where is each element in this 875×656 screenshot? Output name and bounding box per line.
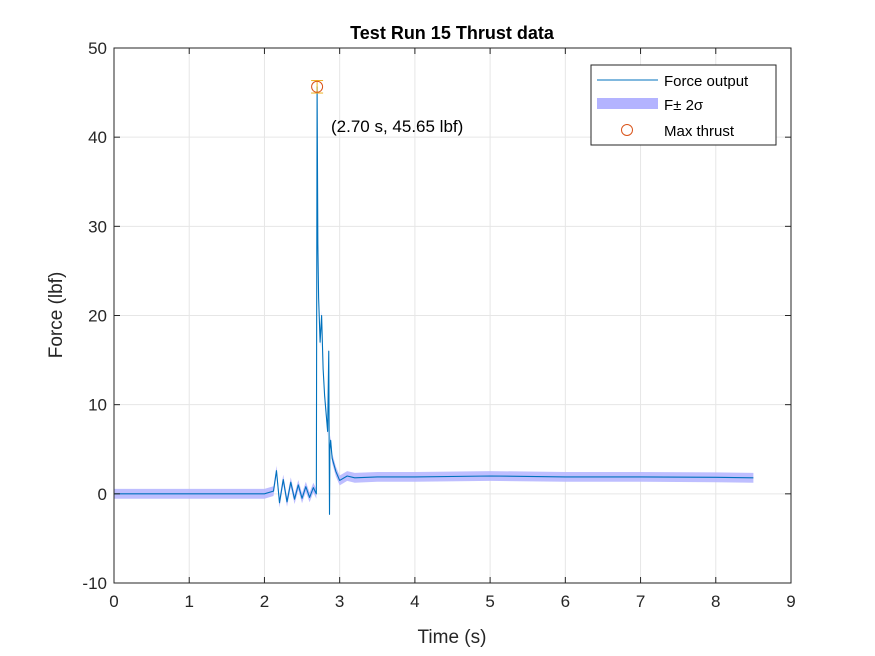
confidence-band: [114, 81, 754, 520]
x-tick-label: 6: [561, 592, 570, 611]
max-thrust-annotation: (2.70 s, 45.65 lbf): [331, 117, 463, 136]
x-tick-label: 2: [260, 592, 269, 611]
legend-band-swatch: [597, 98, 658, 109]
x-tick-label: 9: [786, 592, 795, 611]
y-tick-label: 0: [98, 485, 107, 504]
force-output-line: [114, 86, 754, 515]
max-thrust-layer: [311, 80, 324, 94]
x-tick-label: 5: [485, 592, 494, 611]
chart-title: Test Run 15 Thrust data: [350, 23, 555, 43]
legend: Force output F± 2σ Max thrust: [590, 64, 777, 146]
x-tick-label: 8: [711, 592, 720, 611]
legend-label-band: F± 2σ: [664, 97, 704, 114]
y-axis-ticks: -10 0 10 20 30 40 50: [82, 39, 791, 593]
y-tick-label: 30: [88, 217, 107, 236]
y-tick-label: 40: [88, 128, 107, 147]
legend-label-max: Max thrust: [664, 123, 735, 140]
x-tick-label: 4: [410, 592, 419, 611]
legend-label-force: Force output: [664, 73, 749, 90]
legend-marker-swatch: [621, 124, 633, 136]
y-tick-label: 20: [88, 307, 107, 326]
max-thrust-marker: [311, 80, 324, 93]
y-tick-label: 10: [88, 396, 107, 415]
x-tick-label: 0: [109, 592, 118, 611]
x-tick-label: 3: [335, 592, 344, 611]
band-area: [114, 81, 754, 520]
x-tick-label: 1: [184, 592, 193, 611]
y-tick-label: 50: [88, 39, 107, 58]
series-layer: [114, 86, 754, 515]
y-tick-label: -10: [82, 574, 107, 593]
x-axis-ticks: 0 1 2 3 4 5 6 7 8 9: [109, 48, 796, 611]
y-axis-label: Force (lbf): [46, 272, 67, 359]
x-axis-label: Time (s): [418, 627, 487, 648]
x-tick-label: 7: [636, 592, 645, 611]
